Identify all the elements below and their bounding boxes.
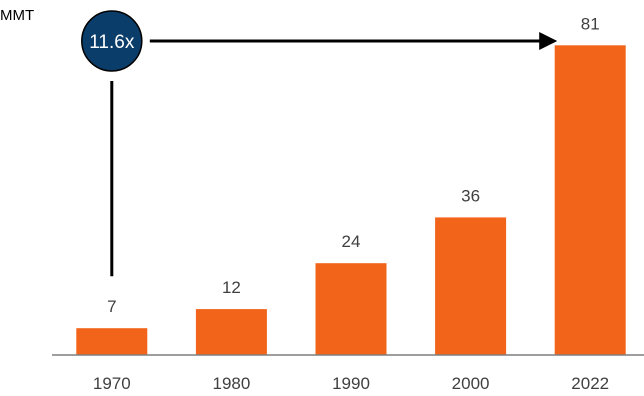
unit-label: MMT [0, 7, 34, 24]
value-label-1990: 24 [342, 232, 361, 251]
bar-1980 [195, 309, 267, 355]
growth-badge [81, 10, 143, 72]
bar-2022 [554, 45, 626, 356]
value-label-1980: 12 [222, 278, 241, 297]
value-labels-group: 7 12 24 36 81 [107, 14, 600, 316]
bar-1970 [76, 328, 148, 355]
x-tick-1990: 1990 [332, 374, 370, 393]
value-label-1970: 7 [107, 297, 116, 316]
x-tick-2000: 2000 [452, 374, 490, 393]
growth-badge-label: 11.6x [89, 32, 135, 53]
bars-group [76, 45, 626, 356]
value-label-2000: 36 [461, 186, 480, 205]
bar-2000 [435, 217, 507, 355]
x-tick-labels-group: 1970 1980 1990 2000 2022 [93, 374, 609, 393]
bar-1990 [315, 263, 387, 355]
x-tick-1980: 1980 [212, 374, 250, 393]
x-tick-1970: 1970 [93, 374, 131, 393]
x-tick-2022: 2022 [571, 374, 609, 393]
value-label-2022: 81 [581, 14, 600, 33]
